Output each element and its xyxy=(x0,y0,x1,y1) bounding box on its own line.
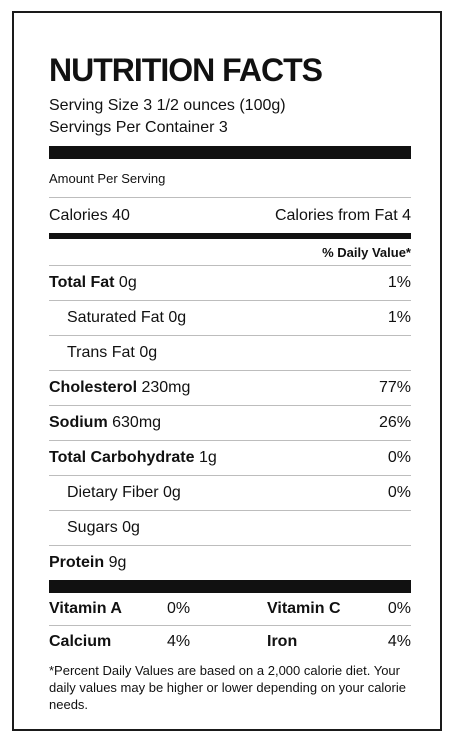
nutrient-amount: 230mg xyxy=(137,379,191,396)
nutrient-row-cholesterol: Cholesterol 230mg 77% xyxy=(49,370,411,405)
medium-divider xyxy=(49,233,411,239)
amount-per-serving: Amount Per Serving xyxy=(49,170,166,186)
vitamin-name: Vitamin C xyxy=(267,600,341,617)
vitamin-value: 4% xyxy=(387,633,411,650)
vitamin-value: 0% xyxy=(167,600,191,617)
calories: Calories 40 xyxy=(49,206,130,224)
vitamin-name: Vitamin A xyxy=(49,600,122,617)
nutrient-row-trans-fat: Trans Fat 0g xyxy=(49,335,411,370)
nutrient-dv: 0% xyxy=(387,449,411,466)
nutrient-dv: 77% xyxy=(378,379,411,396)
nutrient-dv: 1% xyxy=(387,274,411,291)
nutrition-label-content: NUTRITION FACTS Serving Size 3 1/2 ounce… xyxy=(49,53,411,713)
nutrient-name: Total Carbohydrate xyxy=(49,449,195,466)
label-title: NUTRITION FACTS xyxy=(49,52,323,88)
nutrient-row-sodium: Sodium 630mg 26% xyxy=(49,405,411,440)
nutrient-row-saturated-fat: Saturated Fat 0g 1% xyxy=(49,300,411,335)
nutrient-name: Trans Fat 0g xyxy=(67,344,158,361)
nutrient-name: Dietary Fiber 0g xyxy=(67,484,181,501)
nutrient-name: Sugars 0g xyxy=(67,519,140,536)
vitamin-name: Iron xyxy=(267,633,298,650)
servings-per-container: Servings Per Container 3 xyxy=(49,119,228,136)
vitamin-value: 0% xyxy=(387,600,411,617)
nutrient-row-dietary-fiber: Dietary Fiber 0g 0% xyxy=(49,475,411,510)
vitamin-value: 4% xyxy=(167,633,191,650)
vitamin-row: Calcium 4% Iron 4% xyxy=(49,626,411,658)
nutrient-name: Cholesterol xyxy=(49,379,138,396)
nutrition-label: NUTRITION FACTS Serving Size 3 1/2 ounce… xyxy=(12,11,442,731)
nutrient-name: Saturated Fat 0g xyxy=(67,309,187,326)
nutrient-amount: 9g xyxy=(104,554,127,571)
thick-divider xyxy=(49,146,411,159)
calories-row: Calories 40 Calories from Fat 4 xyxy=(49,197,411,233)
nutrient-amount: 630mg xyxy=(107,414,162,431)
footnote: *Percent Daily Values are based on a 2,0… xyxy=(49,663,406,712)
nutrient-row-total-carbohydrate: Total Carbohydrate 1g 0% xyxy=(49,440,411,475)
daily-value-header: % Daily Value* xyxy=(322,244,411,260)
thick-divider xyxy=(49,580,411,593)
nutrient-name: Protein xyxy=(49,554,105,571)
nutrient-dv: 26% xyxy=(378,414,411,431)
nutrient-dv: 1% xyxy=(387,309,411,326)
nutrient-amount: 1g xyxy=(194,449,217,466)
nutrient-dv: 0% xyxy=(387,484,411,501)
nutrient-name: Sodium xyxy=(49,414,108,431)
nutrient-row-sugars: Sugars 0g xyxy=(49,510,411,545)
vitamin-name: Calcium xyxy=(49,633,112,650)
nutrient-row-total-fat: Total Fat 0g 1% xyxy=(49,265,411,300)
vitamin-row: Vitamin A 0% Vitamin C 0% xyxy=(49,593,411,626)
calories-from-fat: Calories from Fat 4 xyxy=(274,206,411,224)
nutrient-name: Total Fat xyxy=(49,274,115,291)
nutrient-amount: 0g xyxy=(114,274,137,291)
nutrient-row-protein: Protein 9g xyxy=(49,545,411,580)
serving-size: Serving Size 3 1/2 ounces (100g) xyxy=(49,97,286,114)
